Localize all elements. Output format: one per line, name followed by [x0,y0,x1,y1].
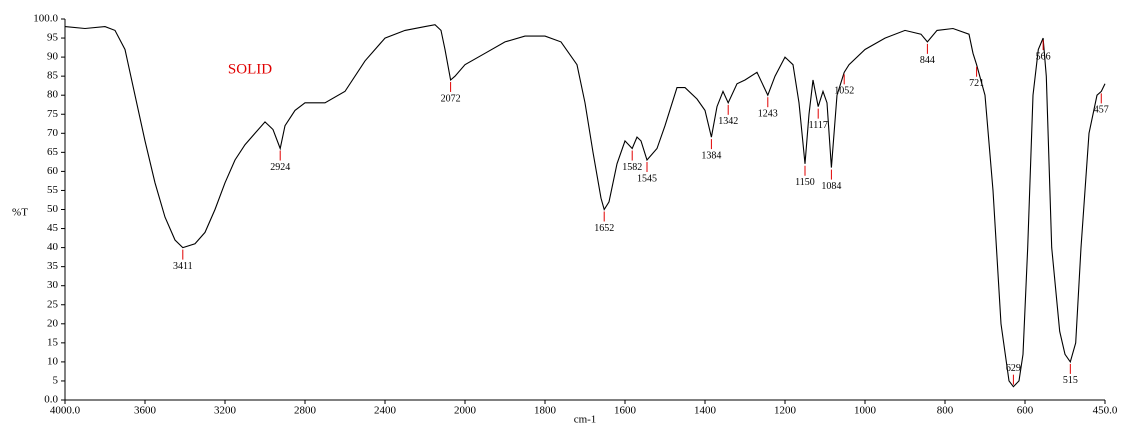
y-tick-label: 60 [47,165,59,177]
y-tick-label: 45 [47,222,59,234]
y-tick-label: 5 [53,374,59,386]
peak-label: 1084 [821,181,841,192]
y-tick-label: 100.0 [33,13,58,25]
x-tick-label: 1200 [774,405,797,417]
y-tick-label: 95 [47,32,59,44]
peak-label: 1342 [718,116,738,127]
y-tick-label: 20 [47,317,59,329]
x-tick-label: 2000 [454,405,477,417]
peak-label: 566 [1036,51,1051,62]
x-tick-label: 3200 [214,405,237,417]
spectrum-line [64,24,1106,388]
y-tick-label: 90 [47,51,59,63]
x-tick-label: 1800 [534,405,557,417]
x-tick-label: 450.0 [1093,405,1118,417]
x-tick-label: 2800 [294,405,317,417]
peak-label: 1117 [809,120,828,131]
y-tick-label: 65 [47,146,59,158]
x-tick-label: 2400 [374,405,397,417]
y-tick-label: 0.0 [44,394,58,406]
y-tick-label: 70 [47,127,59,139]
y-tick-label: 50 [47,203,59,215]
y-axis-label: %T [12,207,28,219]
y-tick-label: 80 [47,89,59,101]
peak-label: 2924 [270,162,290,173]
y-tick-label: 85 [47,70,59,82]
peak-label: 1652 [594,223,614,234]
peak-label: 1582 [622,162,642,173]
y-tick-label: 10 [47,355,59,367]
peak-label: 1052 [834,86,854,97]
x-tick-label: 800 [937,405,954,417]
peak-label: 1150 [795,177,815,188]
y-tick-label: 15 [47,336,59,348]
peak-label: 515 [1063,375,1078,386]
y-tick-label: 55 [47,184,59,196]
x-tick-label: 1000 [854,405,877,417]
x-tick-label: 3600 [134,405,157,417]
peak-label: 457 [1094,105,1109,116]
peak-label: 721 [969,78,984,89]
y-tick-label: 40 [47,241,59,253]
y-tick-label: 75 [47,108,59,120]
x-tick-label: 4000.0 [50,405,81,417]
peak-label: 844 [920,55,935,66]
x-tick-label: 600 [1017,405,1034,417]
peak-label: 629 [1006,363,1021,374]
x-tick-label: 1600 [614,405,637,417]
peak-label: 3411 [173,261,193,272]
x-axis-label: cm-1 [574,414,597,426]
peak-label: 1243 [758,108,778,119]
y-tick-label: 30 [47,279,59,291]
peak-label: 1545 [637,173,657,184]
y-tick-label: 35 [47,260,59,272]
peak-label: 1384 [701,150,721,161]
peak-label: 2072 [441,93,461,104]
annotation: SOLID [228,61,272,77]
y-tick-label: 25 [47,298,59,310]
x-tick-label: 1400 [694,405,717,417]
